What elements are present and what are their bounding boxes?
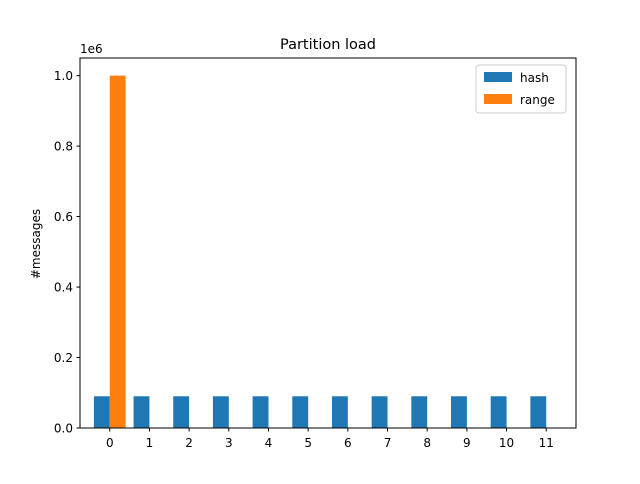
x-tick-label: 4 <box>265 436 273 450</box>
bar-hash-0 <box>93 396 110 428</box>
legend-label-hash: hash <box>520 71 549 85</box>
chart-title: Partition load <box>280 37 376 53</box>
bars-group <box>93 75 547 428</box>
y-tick-label: 0.2 <box>54 351 73 365</box>
legend: hash range <box>475 64 567 114</box>
bar-hash-11 <box>530 396 547 428</box>
y-tick-label: 0.8 <box>54 140 73 154</box>
bar-range-0 <box>109 75 126 428</box>
x-tick-label: 9 <box>463 436 471 450</box>
plot-frame <box>79 57 577 429</box>
y-axis-label: #messages <box>29 209 43 279</box>
y-offset-label: 1e6 <box>80 42 103 56</box>
y-tick-label: 0.0 <box>54 422 73 436</box>
legend-swatch-hash <box>484 72 512 82</box>
x-tick-label: 3 <box>225 436 233 450</box>
y-tick-label: 1.0 <box>54 69 73 83</box>
bar-hash-8 <box>411 396 428 428</box>
x-tick-label: 2 <box>185 436 193 450</box>
x-tick-label: 1 <box>146 436 154 450</box>
bar-hash-3 <box>212 396 229 428</box>
x-ticks-group: 0 1 2 3 4 5 6 7 8 9 10 11 <box>106 428 554 450</box>
bar-hash-6 <box>331 396 348 428</box>
bar-hash-2 <box>173 396 190 428</box>
x-tick-label: 11 <box>539 436 554 450</box>
bar-hash-5 <box>292 396 309 428</box>
y-tick-label: 0.4 <box>54 281 73 295</box>
x-tick-label: 6 <box>344 436 352 450</box>
x-tick-label: 10 <box>499 436 514 450</box>
x-tick-label: 0 <box>106 436 114 450</box>
bar-hash-7 <box>371 396 388 428</box>
bar-hash-1 <box>133 396 150 428</box>
x-tick-label: 7 <box>384 436 392 450</box>
x-tick-label: 8 <box>423 436 431 450</box>
y-tick-label: 0.6 <box>54 210 73 224</box>
y-ticks-group: 0.0 0.2 0.4 0.6 0.8 1.0 <box>54 69 80 436</box>
bar-hash-4 <box>252 396 269 428</box>
x-tick-label: 5 <box>304 436 312 450</box>
bar-hash-10 <box>490 396 507 428</box>
bar-hash-9 <box>451 396 467 428</box>
legend-swatch-range <box>484 94 512 104</box>
legend-label-range: range <box>520 93 555 107</box>
